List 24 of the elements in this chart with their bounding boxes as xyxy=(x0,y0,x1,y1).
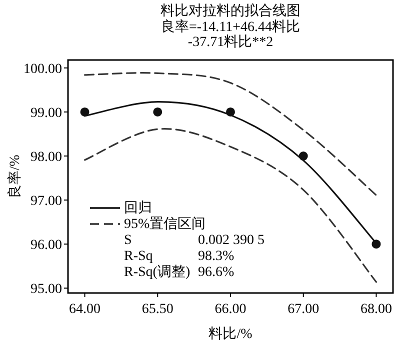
x-tick-label: 64.00 xyxy=(69,302,101,317)
y-tick-label: 100.00 xyxy=(24,62,62,77)
y-tick-label: 98.00 xyxy=(30,150,62,166)
y-tick-label: 99.00 xyxy=(30,106,62,121)
annotation: R-Sq(调整) xyxy=(124,264,190,280)
y-tick-label: 96.00 xyxy=(30,238,62,254)
annotation: S xyxy=(124,233,132,248)
x-tick-label: 68.00 xyxy=(360,302,392,317)
subtitle: 良率=-14.11+46.44料比 -37.71料比**2 xyxy=(161,20,300,50)
title: 料比对拉料的拟合线图 xyxy=(160,4,300,19)
x-axis-title: 料比/% xyxy=(208,326,253,342)
y-tick-label: 95.00 xyxy=(30,282,62,298)
annotation: 98.3% xyxy=(198,249,234,264)
annotation: 96.6% xyxy=(198,265,234,280)
legend-label: 95%置信区间 xyxy=(124,216,206,232)
point xyxy=(153,107,162,116)
legend-label: 回归 xyxy=(124,200,152,216)
x-tick-label: 66.00 xyxy=(214,302,246,317)
x-tick-label: 67.00 xyxy=(288,302,320,317)
x-tick-label: 65.50 xyxy=(142,302,174,317)
y-tick-label: 97.00 xyxy=(30,194,62,210)
annotation: R-Sq xyxy=(124,249,153,264)
y-axis-title: 良率/% xyxy=(7,154,23,198)
annotation: 0.002 390 5 xyxy=(198,233,264,248)
